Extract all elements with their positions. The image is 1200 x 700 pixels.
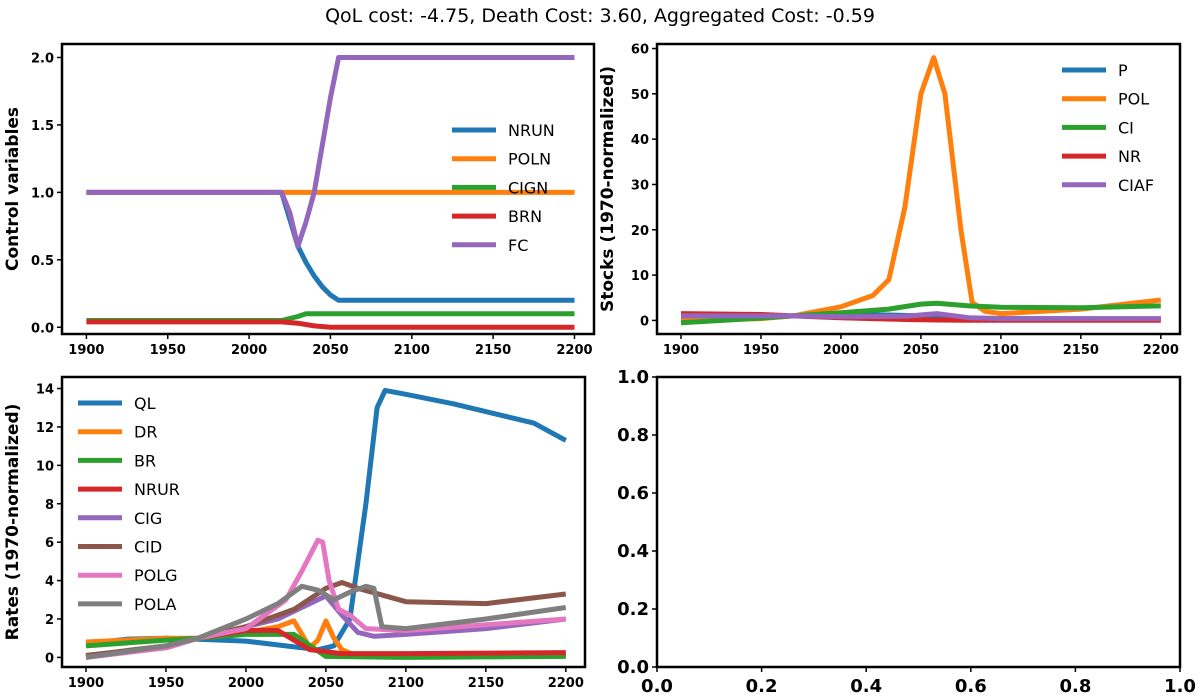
axes-frame [655, 375, 1182, 669]
y-tick-label: 0.2 [617, 599, 649, 620]
series-line-br [85, 631, 566, 660]
y-tick-label: 12 [36, 421, 54, 436]
y-axis-label: Stocks (1970-normalized) [598, 66, 618, 312]
legend-label-p: P [1118, 61, 1128, 80]
y-axis-label: Rates (1970-normalized) [3, 404, 23, 641]
y-tick-label: 2 [45, 613, 54, 628]
legend-label-polg: POLG [134, 566, 178, 585]
y-tick-label: 0.5 [31, 254, 54, 269]
y-tick-label: 0.6 [617, 483, 649, 504]
y-tick-label: 0 [640, 314, 649, 329]
rates-plot: 1900 1950 2000 2050 2100 2150 2200 0 2 4 6 8 10 12 14 R… [3, 375, 587, 691]
legend-label-brn: BRN [508, 207, 542, 226]
x-tick-label: 2150 [1063, 343, 1099, 358]
axes-frame [60, 375, 587, 669]
x-tick-label: 1900 [663, 343, 699, 358]
y-tick-label: 14 [36, 383, 54, 398]
legend-label-dr: DR [134, 423, 157, 442]
y-tick-label: 2.0 [31, 51, 54, 66]
x-tick-label: 2100 [983, 343, 1019, 358]
x-tick-label: 2200 [548, 676, 584, 691]
figure-suptitle: QoL cost: -4.75, Death Cost: 3.60, Aggre… [325, 5, 875, 27]
y-tick-label: 0 [45, 651, 54, 666]
legend: NRUN POLN CIGN BRN FC [452, 121, 555, 255]
y-tick-label: 10 [36, 459, 54, 474]
y-tick-label: 8 [45, 498, 54, 513]
x-tick-label: 2100 [388, 676, 424, 691]
legend-label-cid: CID [134, 538, 162, 557]
y-tick-label: 0.8 [617, 425, 649, 446]
x-tick-label: 1950 [148, 676, 184, 691]
x-tick-label: 2000 [231, 343, 267, 358]
legend-label-fc: FC [508, 236, 528, 255]
y-tick-label: 40 [631, 133, 649, 148]
series-line-fc [86, 55, 575, 249]
legend-label-pola: POLA [134, 595, 177, 614]
legend-label-cig: CIG [134, 509, 162, 528]
legend-label-poln: POLN [508, 150, 551, 169]
legend-label-ci: CI [1118, 118, 1134, 137]
series-line-pola [85, 583, 567, 660]
y-tick-label: 60 [631, 43, 649, 58]
x-tick-label: 2000 [228, 676, 264, 691]
x-tick-label: 0.0 [641, 676, 673, 697]
y-tick-label: 10 [631, 269, 649, 284]
legend-label-cign: CIGN [508, 178, 548, 197]
x-tick-label: 2000 [823, 343, 859, 358]
y-axis-label: Control variables [3, 107, 23, 271]
legend: P POL CI NR CIAF [1062, 61, 1154, 195]
series-line-pol [680, 55, 1162, 323]
series-line-ciaf [681, 311, 1161, 322]
x-tick-label: 1.0 [1164, 676, 1196, 697]
legend-label-nrun: NRUN [508, 121, 555, 140]
legend-label-ql: QL [134, 394, 156, 413]
legend-label-ciaf: CIAF [1118, 176, 1154, 195]
y-tick-label: 1.5 [31, 119, 54, 134]
x-tick-label: 0.2 [746, 676, 778, 697]
x-tick-label: 2100 [394, 343, 430, 358]
y-tick-label: 1.0 [31, 186, 54, 201]
y-tick-label: 30 [631, 178, 649, 193]
x-tick-label: 2050 [903, 343, 939, 358]
y-tick-label: 50 [631, 88, 649, 103]
x-tick-label: 1950 [743, 343, 779, 358]
x-tick-label: 0.8 [1059, 676, 1091, 697]
stocks-plot: 1900 1950 2000 2050 2100 2150 2200 0 10 20 30 40 50 6… [598, 42, 1182, 358]
empty-plot: 0.0 0.2 0.4 0.6 0.8 1.0 0.0 0.2 0.4 0.6 0.8 1.0 [617, 367, 1196, 697]
y-tick-label: 0.0 [617, 657, 649, 678]
x-tick-label: 1900 [68, 676, 104, 691]
x-tick-label: 0.4 [850, 676, 882, 697]
y-tick-label: 20 [631, 224, 649, 239]
y-tick-label: 4 [45, 575, 54, 590]
y-tick-label: 0.0 [31, 321, 54, 336]
legend: QL DR BR NRUR CIG CID POLG POLA [78, 394, 180, 614]
x-tick-label: 2050 [312, 343, 348, 358]
x-tick-label: 2050 [308, 676, 344, 691]
x-tick-label: 2150 [468, 676, 504, 691]
series-line-nrun [86, 189, 575, 303]
y-tick-label: 6 [45, 536, 54, 551]
x-tick-label: 2200 [556, 343, 592, 358]
x-tick-label: 1950 [150, 343, 186, 358]
legend-label-nr: NR [1118, 147, 1141, 166]
x-tick-label: 1900 [68, 343, 104, 358]
legend-label-br: BR [134, 451, 156, 470]
y-tick-label: 1.0 [617, 367, 649, 388]
control-variables-plot: 1900 1950 2000 2050 2100 2150 2200 0.0 0.5 1.0 1.5… [3, 42, 596, 358]
legend-label-nrur: NRUR [134, 480, 180, 499]
legend-label-pol: POL [1118, 90, 1149, 109]
x-tick-label: 2200 [1143, 343, 1179, 358]
x-tick-label: 2150 [475, 343, 511, 358]
axes-frame [655, 42, 1182, 336]
x-tick-label: 0.6 [955, 676, 987, 697]
y-tick-label: 0.4 [617, 541, 649, 562]
axes-frame [60, 42, 596, 336]
series-line-brn [86, 319, 575, 330]
